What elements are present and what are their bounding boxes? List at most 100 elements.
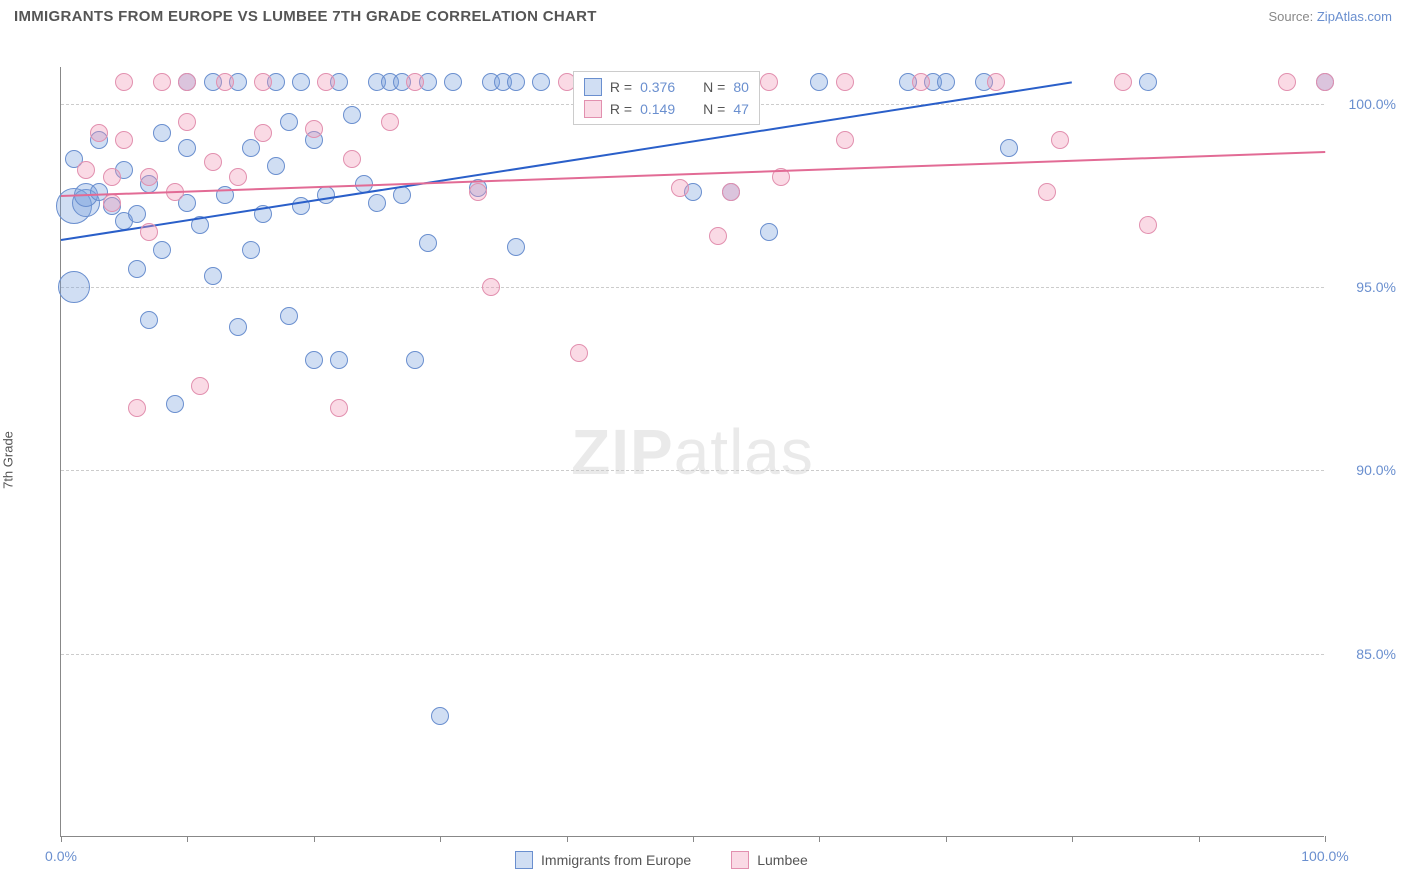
data-point [343,106,361,124]
data-point [570,344,588,362]
legend-label: Lumbee [757,852,808,868]
data-point [242,139,260,157]
data-point [722,183,740,201]
data-point [760,73,778,91]
series-legend: Immigrants from Europe Lumbee [515,849,808,871]
n-label: N = [703,101,725,117]
data-point [836,131,854,149]
data-point [1278,73,1296,91]
data-point [292,73,310,91]
stats-legend: R = 0.376 N = 80 R = 0.149 N = 47 [573,71,760,125]
y-tick-label: 90.0% [1332,462,1396,478]
data-point [709,227,727,245]
data-point [1114,73,1132,91]
data-point [381,113,399,131]
data-point [140,168,158,186]
data-point [987,73,1005,91]
data-point [153,73,171,91]
legend-item: Lumbee [731,849,808,871]
data-point [204,267,222,285]
data-point [229,318,247,336]
data-point [419,234,437,252]
x-tick [1072,836,1073,842]
data-point [1316,73,1334,91]
x-tick [187,836,188,842]
x-tick [1325,836,1326,842]
x-tick [567,836,568,842]
data-point [532,73,550,91]
data-point [128,399,146,417]
data-point [305,120,323,138]
y-tick-label: 100.0% [1332,96,1396,112]
x-tick-label: 0.0% [45,848,77,864]
data-point [317,186,335,204]
data-point [140,223,158,241]
r-label: R = [610,101,632,117]
data-point [242,241,260,259]
data-point [1139,73,1157,91]
data-point [204,153,222,171]
y-tick-label: 95.0% [1332,279,1396,295]
data-point [267,157,285,175]
data-point [1139,216,1157,234]
legend-label: Immigrants from Europe [541,852,691,868]
data-point [810,73,828,91]
r-label: R = [610,79,632,95]
data-point [912,73,930,91]
chart-header: IMMIGRANTS FROM EUROPE VS LUMBEE 7TH GRA… [0,0,1406,29]
r-value: 0.149 [640,101,675,117]
x-tick [61,836,62,842]
n-value: 47 [733,101,749,117]
data-point [128,205,146,223]
data-point [1000,139,1018,157]
plot-region: ZIPatlas 85.0%90.0%95.0%100.0%0.0%100.0%… [60,67,1324,837]
data-point [254,124,272,142]
x-tick [946,836,947,842]
x-tick [314,836,315,842]
n-value: 80 [733,79,749,95]
data-point [482,278,500,296]
data-point [280,113,298,131]
data-point [1051,131,1069,149]
data-point [58,271,90,303]
n-label: N = [703,79,725,95]
source-link[interactable]: ZipAtlas.com [1317,9,1392,24]
data-point [178,73,196,91]
chart-title: IMMIGRANTS FROM EUROPE VS LUMBEE 7TH GRA… [14,8,597,25]
data-point [216,73,234,91]
data-point [406,73,424,91]
stats-legend-row: R = 0.376 N = 80 [584,76,749,98]
data-point [431,707,449,725]
data-point [343,150,361,168]
data-point [317,73,335,91]
x-tick [819,836,820,842]
data-point [368,194,386,212]
x-tick [440,836,441,842]
source-prefix: Source: [1268,9,1316,24]
data-point [836,73,854,91]
data-point [229,168,247,186]
data-point [1038,183,1056,201]
y-tick-label: 85.0% [1332,646,1396,662]
data-point [115,131,133,149]
x-tick [1199,836,1200,842]
chart-area: 7th Grade ZIPatlas 85.0%90.0%95.0%100.0%… [12,33,1394,887]
data-point [444,73,462,91]
legend-swatch [584,78,602,96]
legend-item: Immigrants from Europe [515,849,691,871]
data-point [153,241,171,259]
data-point [507,73,525,91]
gridline [61,287,1324,288]
r-value: 0.376 [640,79,675,95]
data-point [406,351,424,369]
data-point [103,168,121,186]
data-point [166,395,184,413]
data-point [671,179,689,197]
data-point [103,194,121,212]
stats-legend-row: R = 0.149 N = 47 [584,98,749,120]
data-point [937,73,955,91]
x-tick [693,836,694,842]
data-point [140,311,158,329]
data-point [280,307,298,325]
data-point [128,260,146,278]
